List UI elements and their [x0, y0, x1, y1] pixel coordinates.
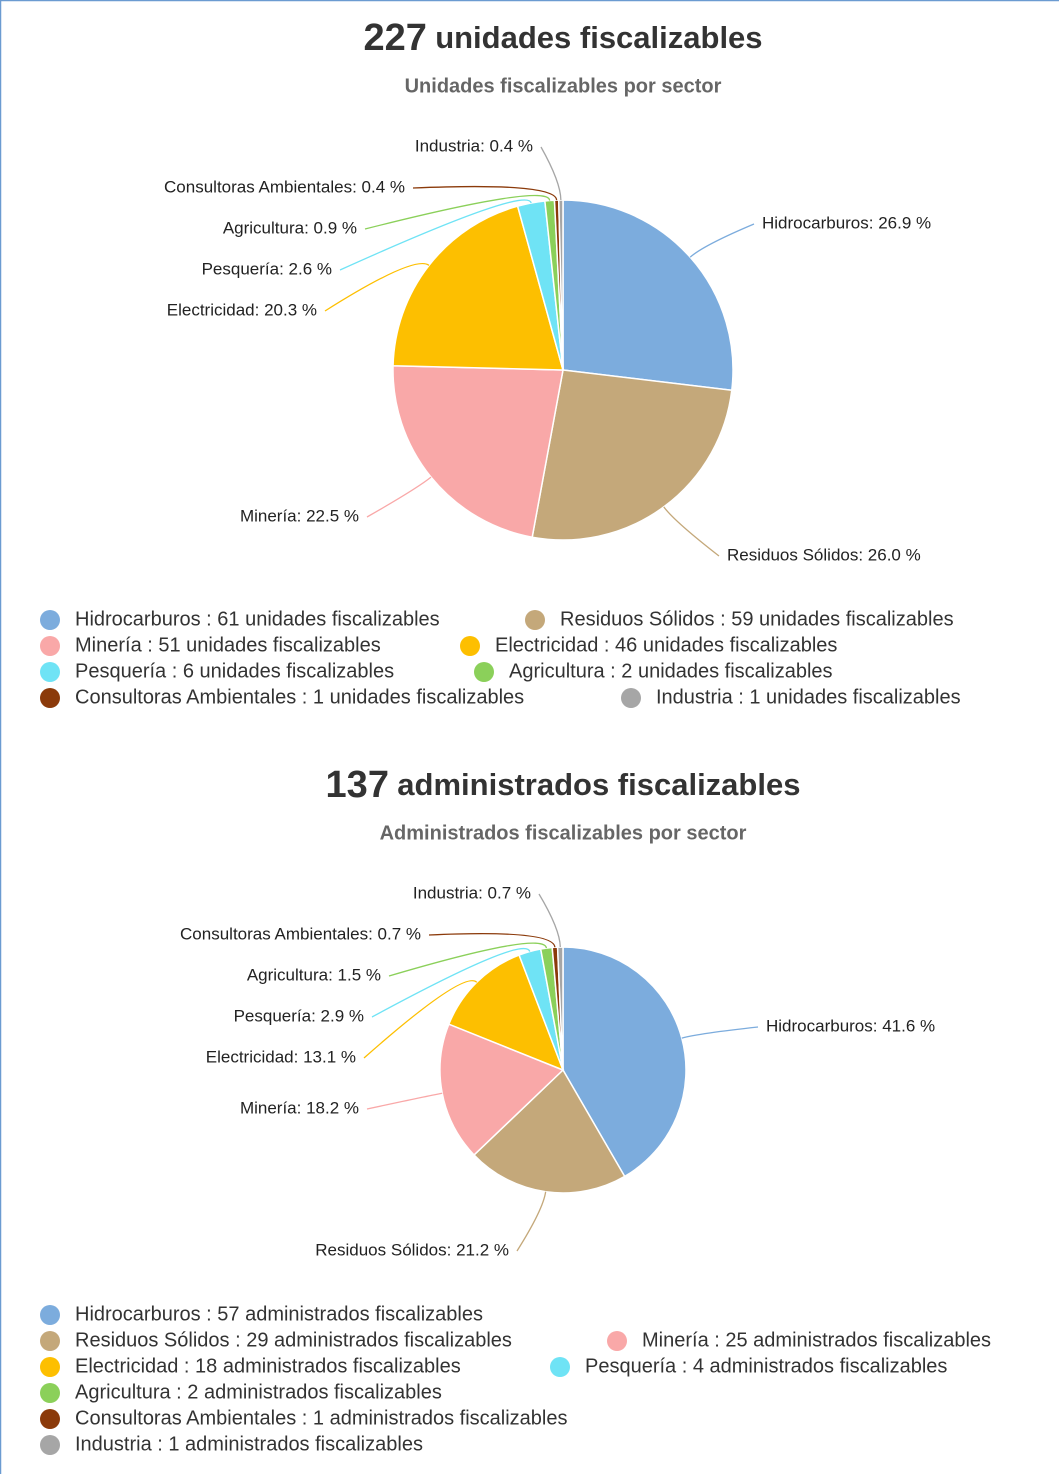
- connector: [371, 948, 531, 1018]
- data-label: Pesquería: 2.9 %: [234, 1006, 364, 1025]
- legend-label: Consultoras Ambientales : 1 unidades fis…: [75, 686, 524, 708]
- connector: [339, 199, 532, 271]
- data-label: Consultoras Ambientales: 0.7 %: [180, 924, 421, 943]
- legend-swatch: [40, 636, 60, 656]
- legend-swatch: [40, 1357, 60, 1377]
- connector: [412, 185, 558, 201]
- pie-slice: [439, 1023, 565, 1157]
- pie-slice: [562, 199, 734, 392]
- data-label: Residuos Sólidos: 21.2 %: [315, 1240, 509, 1259]
- data-label: Industria: 0.7 %: [413, 883, 531, 902]
- pie-slice: [473, 1068, 626, 1194]
- legend-swatch: [40, 1305, 60, 1325]
- legend-label: Residuos Sólidos : 59 unidades fiscaliza…: [560, 608, 954, 630]
- pie-slice: [392, 364, 564, 539]
- title-space: [389, 769, 397, 802]
- data-label: Residuos Sólidos: 26.0 %: [727, 545, 921, 564]
- pie: [392, 199, 734, 541]
- data-label: Minería: 18.2 %: [240, 1098, 359, 1117]
- pie: [439, 946, 687, 1194]
- connector: [428, 932, 556, 948]
- pie-slice: [392, 205, 564, 371]
- data-label: Electricidad: 13.1 %: [206, 1047, 356, 1066]
- connector: [366, 1092, 443, 1110]
- legend-label: Pesquería : 4 administrados fiscalizable…: [585, 1355, 947, 1377]
- data-label: Pesquería: 2.6 %: [202, 259, 332, 278]
- legend-swatch: [621, 688, 641, 708]
- legend-swatch: [607, 1331, 627, 1351]
- legend-label: Electricidad : 46 unidades fiscalizables: [495, 634, 837, 656]
- legend-swatch: [40, 1383, 60, 1403]
- legend-swatch: [40, 1435, 60, 1455]
- legend-label: Electricidad : 18 administrados fiscaliz…: [75, 1355, 461, 1377]
- connector: [364, 194, 551, 230]
- legend-swatch: [474, 662, 494, 682]
- legend-swatch: [40, 688, 60, 708]
- connector: [538, 893, 561, 948]
- title-text: administrados fiscalizables: [397, 767, 800, 802]
- legend-label: Agricultura : 2 administrados fiscalizab…: [75, 1381, 442, 1403]
- chart-title: 137 administrados fiscalizables: [326, 764, 801, 806]
- connector: [388, 942, 548, 977]
- legend-label: Minería : 25 administrados fiscalizables: [642, 1329, 991, 1351]
- legend-label: Hidrocarburos : 57 administrados fiscali…: [75, 1303, 483, 1325]
- connector: [663, 506, 720, 557]
- connector: [681, 1026, 759, 1039]
- legend-swatch: [460, 636, 480, 656]
- connector: [366, 476, 432, 518]
- legend-label: Industria : 1 administrados fiscalizable…: [75, 1433, 423, 1455]
- data-label: Agricultura: 1.5 %: [247, 965, 381, 984]
- data-label: Hidrocarburos: 41.6 %: [766, 1016, 935, 1035]
- legend-label: Industria : 1 unidades fiscalizables: [656, 686, 961, 708]
- legend-label: Agricultura : 2 unidades fiscalizables: [509, 660, 833, 682]
- data-label: Hidrocarburos: 26.9 %: [762, 213, 931, 232]
- chart-subtitle: Administrados fiscalizables por sector: [380, 822, 747, 844]
- title-total: 227: [363, 17, 426, 59]
- legend-swatch: [40, 1409, 60, 1429]
- legend-label: Minería : 51 unidades fiscalizables: [75, 634, 381, 656]
- legend-swatch: [525, 610, 545, 630]
- connector: [516, 1191, 547, 1252]
- data-label: Minería: 22.5 %: [240, 506, 359, 525]
- legend-swatch: [40, 662, 60, 682]
- connector: [363, 980, 478, 1059]
- chart-title: 227 unidades fiscalizables: [363, 17, 762, 59]
- legend-swatch: [40, 1331, 60, 1351]
- pie-slice: [447, 954, 565, 1072]
- pie-slice: [557, 199, 564, 371]
- data-label: Industria: 0.4 %: [415, 136, 533, 155]
- connector: [324, 262, 430, 312]
- data-label: Electricidad: 20.3 %: [167, 300, 317, 319]
- chart-subtitle: Unidades fiscalizables por sector: [405, 75, 722, 97]
- connector: [540, 146, 562, 201]
- data-label: Agricultura: 0.9 %: [223, 218, 357, 237]
- legend-label: Residuos Sólidos : 29 administrados fisc…: [75, 1329, 512, 1351]
- legend-swatch: [40, 610, 60, 630]
- title-total: 137: [326, 764, 389, 806]
- legend-swatch: [550, 1357, 570, 1377]
- pie-slice: [562, 946, 687, 1178]
- legend-label: Pesquería : 6 unidades fiscalizables: [75, 660, 394, 682]
- legend-label: Hidrocarburos : 61 unidades fiscalizable…: [75, 608, 440, 630]
- legend-label: Consultoras Ambientales : 1 administrado…: [75, 1407, 567, 1429]
- connector: [689, 223, 755, 258]
- data-label: Consultoras Ambientales: 0.4 %: [164, 177, 405, 196]
- title-space: [427, 22, 435, 55]
- title-text: unidades fiscalizables: [435, 20, 762, 55]
